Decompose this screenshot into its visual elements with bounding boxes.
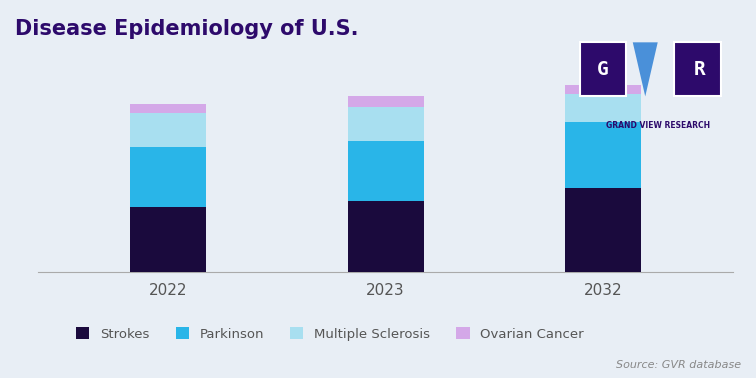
Bar — [348, 201, 423, 272]
Bar — [565, 85, 641, 94]
Bar — [674, 42, 721, 96]
Legend: Strokes, Parkinson, Multiple Sclerosis, Ovarian Cancer: Strokes, Parkinson, Multiple Sclerosis, … — [71, 322, 589, 346]
Bar — [348, 141, 423, 201]
Bar — [580, 42, 626, 96]
Bar — [580, 42, 626, 96]
Bar — [130, 147, 206, 207]
Bar — [348, 96, 423, 107]
Bar — [130, 207, 206, 272]
Text: G: G — [597, 60, 609, 79]
Bar — [130, 113, 206, 147]
Text: Source: GVR database: Source: GVR database — [615, 361, 741, 370]
Bar — [565, 188, 641, 272]
Bar — [565, 122, 641, 188]
Text: Disease Epidemiology of U.S.: Disease Epidemiology of U.S. — [15, 19, 358, 39]
Text: R: R — [693, 60, 705, 79]
Bar — [348, 107, 423, 141]
Text: GRAND VIEW RESEARCH: GRAND VIEW RESEARCH — [606, 121, 710, 130]
Bar — [565, 94, 641, 122]
Bar — [130, 104, 206, 113]
Polygon shape — [633, 42, 658, 96]
